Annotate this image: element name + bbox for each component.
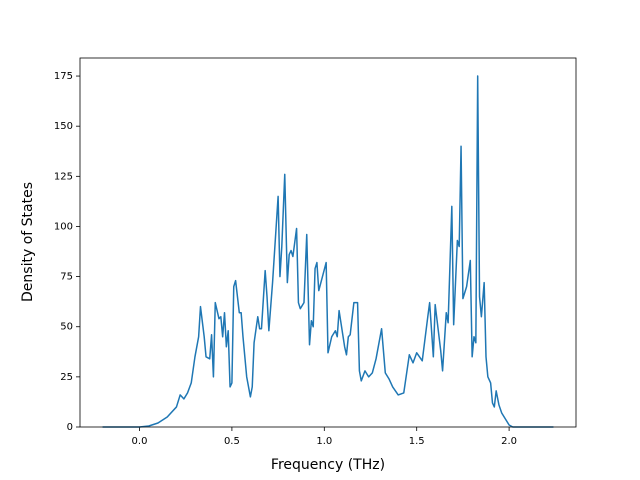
x-tick-label: 2.0 [501, 436, 517, 447]
y-tick-label: 25 [60, 372, 73, 383]
y-tick-label: 0 [67, 422, 73, 433]
y-tick-label: 125 [54, 171, 73, 182]
x-axis-label: Frequency (THz) [271, 457, 385, 473]
x-tick-label: 1.0 [316, 436, 332, 447]
x-tick-label: 1.5 [409, 436, 425, 447]
x-tick-label: 0.0 [132, 436, 148, 447]
y-axis-label: Density of States [20, 182, 36, 302]
line-series [102, 75, 554, 428]
x-tick-label: 0.5 [224, 436, 240, 447]
y-tick-label: 50 [60, 322, 73, 333]
plot-frame [79, 57, 577, 428]
y-tick-label: 75 [60, 272, 73, 283]
y-tick-label: 175 [54, 71, 73, 82]
y-tick-label: 150 [54, 121, 73, 132]
y-tick-label: 100 [54, 221, 73, 232]
